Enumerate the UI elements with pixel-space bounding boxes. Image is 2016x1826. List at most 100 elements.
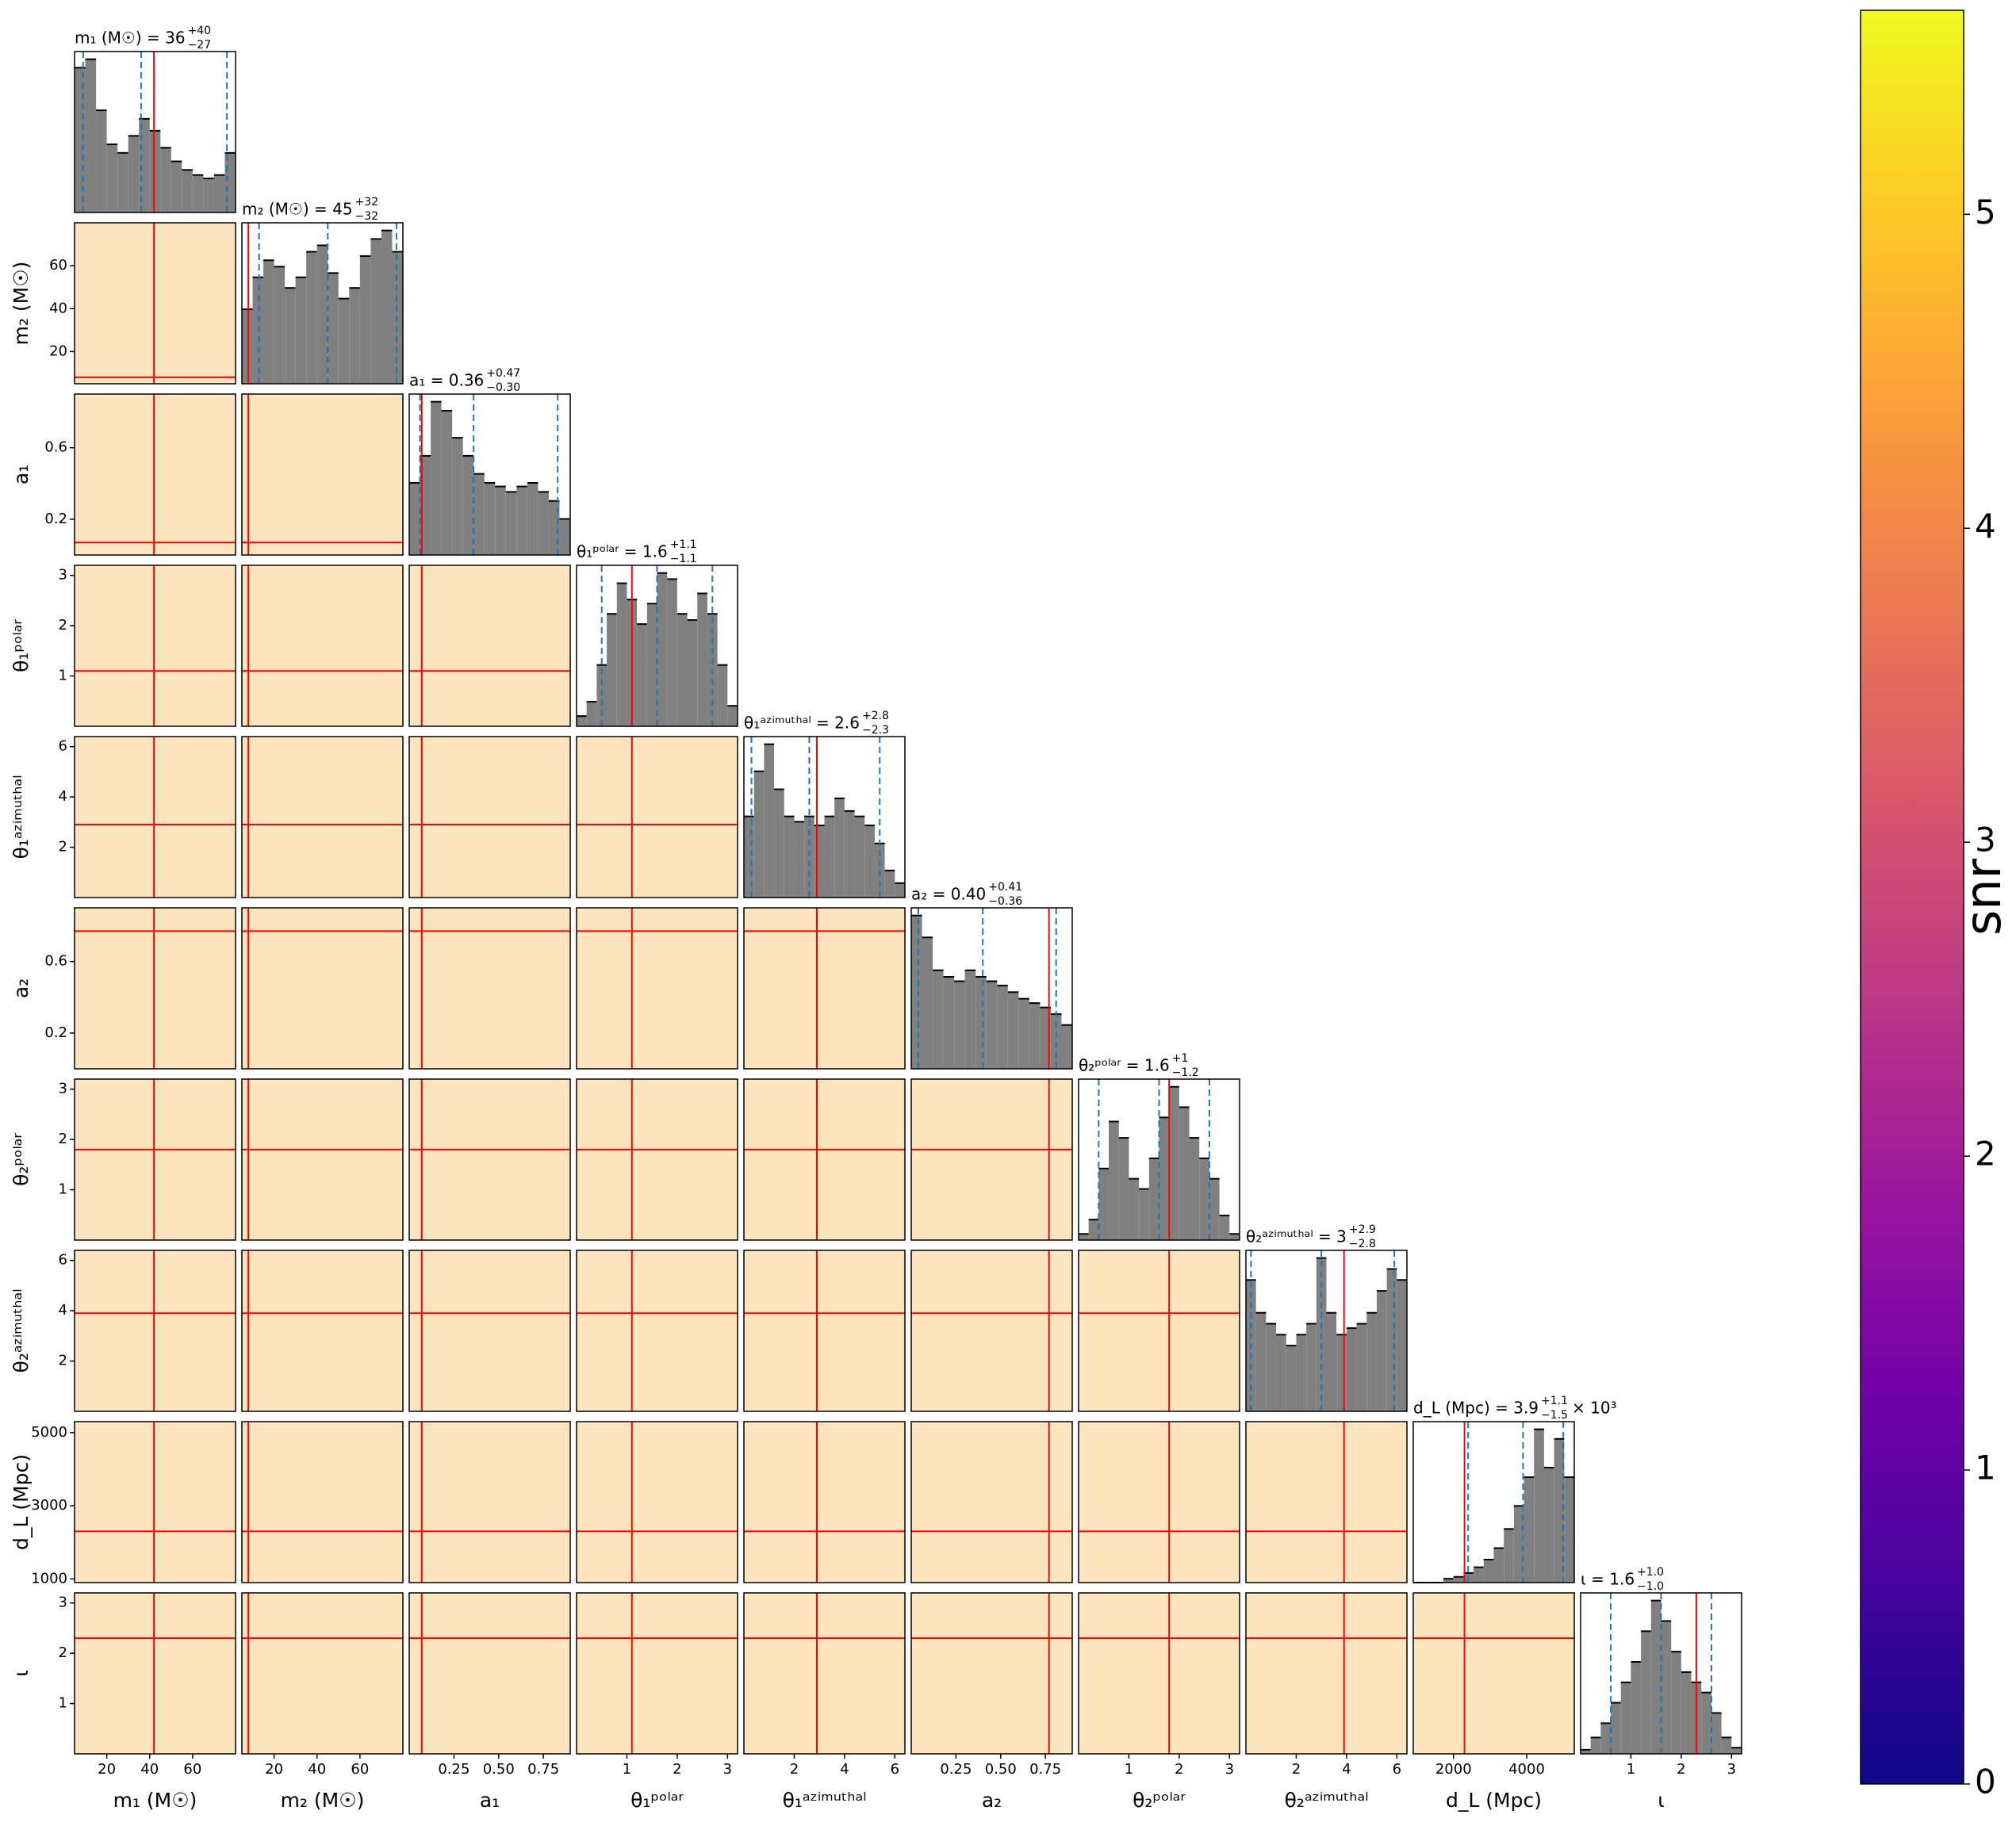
histogram-bar xyxy=(160,147,171,212)
histogram-bar xyxy=(128,136,140,212)
histogram-bar xyxy=(1376,1291,1387,1411)
y-tick-label: 1 xyxy=(59,668,67,684)
x-tick-label: 0.75 xyxy=(1029,1761,1061,1778)
y-tick-label: 2 xyxy=(59,617,67,634)
histogram-bar xyxy=(1229,1234,1240,1240)
histogram-bar xyxy=(1209,1178,1220,1240)
panel-frame xyxy=(743,907,906,1070)
panel-frame xyxy=(241,1592,404,1755)
x-tick-label: 2 xyxy=(1677,1761,1685,1778)
panel-background xyxy=(75,737,236,898)
panel-frame xyxy=(1078,1078,1240,1241)
panel-background xyxy=(75,1079,236,1240)
y-tick-label: 4 xyxy=(59,788,67,805)
panel-frame xyxy=(408,736,571,898)
histogram-bar xyxy=(1731,1748,1742,1754)
panel-background xyxy=(911,1250,1072,1411)
panel-frame xyxy=(1078,1592,1240,1755)
histogram-bar xyxy=(794,821,805,898)
histogram-bar xyxy=(1554,1438,1565,1583)
histogram-bar xyxy=(1513,1506,1524,1583)
histogram-bar xyxy=(1443,1579,1454,1583)
histogram-bar xyxy=(1711,1713,1722,1754)
x-tick-label: 6 xyxy=(891,1761,899,1778)
x-tick-label: 60 xyxy=(351,1761,369,1778)
panel-frame xyxy=(743,1421,906,1583)
panel-background xyxy=(75,394,236,555)
x-axis-label: ι xyxy=(1658,1789,1664,1812)
histogram-bar xyxy=(753,771,765,898)
panel-frame xyxy=(74,1592,236,1755)
histogram-bar xyxy=(1169,1086,1179,1240)
panel-background xyxy=(409,737,570,898)
histogram-bar xyxy=(1199,1158,1209,1240)
histogram-bar xyxy=(242,309,253,384)
title-upper: +1.1 xyxy=(1541,1395,1568,1407)
histogram-bar xyxy=(505,492,517,555)
histogram-bar xyxy=(764,744,775,898)
panel-frame xyxy=(241,736,404,898)
panel-frame xyxy=(241,565,404,727)
x-tick-label: 4000 xyxy=(1508,1761,1545,1778)
histogram-bar xyxy=(252,277,264,384)
histogram-bar xyxy=(285,288,296,384)
histogram-bar xyxy=(1255,1312,1267,1411)
x-tick-label: 1 xyxy=(1627,1761,1635,1778)
y-tick-label: 1000 xyxy=(31,1570,67,1587)
y-tick-label: 3 xyxy=(59,567,67,584)
title-lower: −1.1 xyxy=(670,553,697,565)
histogram-bar xyxy=(224,152,236,212)
panel-background xyxy=(577,737,738,898)
histogram-bar xyxy=(697,593,707,726)
panel-frame xyxy=(241,1078,404,1241)
x-axis-label: a₁ xyxy=(480,1789,500,1812)
x-tick-label: 2 xyxy=(1292,1761,1301,1778)
x-tick-label: 2 xyxy=(1175,1761,1183,1778)
histogram-bar xyxy=(834,798,845,898)
histogram-bar xyxy=(637,624,647,726)
panel-background xyxy=(1246,1593,1407,1754)
panel-title: a₂ = 0.40 xyxy=(911,885,986,904)
panel-frame xyxy=(408,1421,571,1583)
x-tick-label: 40 xyxy=(308,1761,326,1778)
histogram-bar xyxy=(864,825,875,898)
title-lower: −27 xyxy=(188,39,212,52)
histogram-bar xyxy=(263,260,274,384)
panel-background xyxy=(75,1250,236,1411)
histogram-bar xyxy=(1671,1652,1681,1754)
colorbar-label: snr xyxy=(1954,858,2012,936)
title-lower: −0.36 xyxy=(988,895,1022,908)
histogram-bar xyxy=(616,583,627,726)
histogram-bar xyxy=(1721,1737,1732,1754)
histogram-bar xyxy=(117,152,128,212)
histogram-bar xyxy=(349,288,360,384)
histogram-bar xyxy=(1109,1121,1119,1240)
y-tick-label: 2 xyxy=(59,839,67,856)
histogram-bar xyxy=(596,664,607,726)
histogram-bar xyxy=(646,603,657,726)
histogram-bar xyxy=(676,614,688,726)
histogram-bar xyxy=(1356,1323,1367,1411)
y-axis-label: θ₁ᵃᶻⁱᵐᵘᵗʰᵃˡ xyxy=(10,775,33,859)
panel-background xyxy=(242,394,403,555)
panel-title: θ₂ᵃᶻⁱᵐᵘᵗʰᵃˡ = 3 xyxy=(1246,1227,1347,1246)
panel-frame xyxy=(241,393,404,556)
histogram-bar xyxy=(1326,1312,1337,1411)
histogram-bar xyxy=(106,144,118,212)
panel-frame xyxy=(743,1592,906,1755)
histogram-bar xyxy=(884,870,895,898)
panel-frame xyxy=(910,1592,1073,1755)
title-upper: +1.0 xyxy=(1637,1566,1664,1579)
panel-frame xyxy=(910,1421,1073,1583)
y-tick-label: 6 xyxy=(59,1252,67,1269)
x-tick-label: 0.25 xyxy=(438,1761,470,1778)
panel-frame xyxy=(576,565,738,727)
histogram-bar xyxy=(1129,1178,1140,1240)
x-axis-label: d_L (Mpc) xyxy=(1446,1789,1542,1812)
panel-title: θ₁ᵃᶻⁱᵐᵘᵗʰᵃˡ = 2.6 xyxy=(744,714,860,733)
histogram-bar xyxy=(1139,1189,1149,1240)
histogram-bar xyxy=(1061,1024,1072,1069)
histogram-bar xyxy=(784,816,795,898)
histogram-bar xyxy=(1474,1567,1484,1583)
